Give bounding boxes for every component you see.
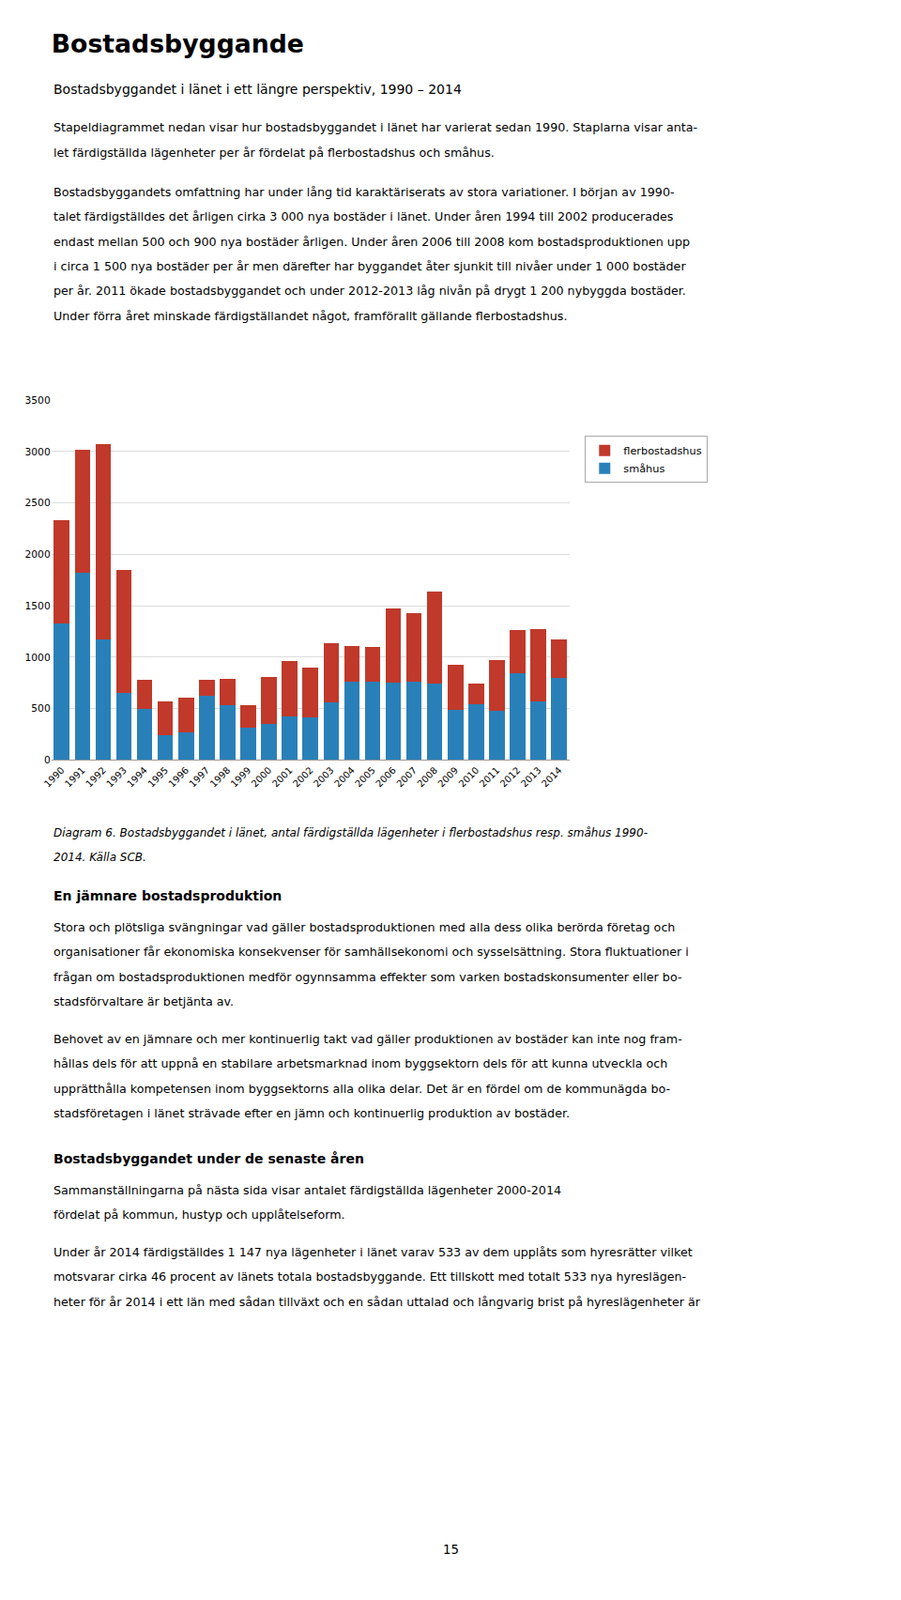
svg-text:talet färdigställdes det årlig: talet färdigställdes det årligen cirka 3… — [53, 209, 673, 224]
svg-text:1992: 1992 — [83, 764, 108, 790]
svg-text:Bostadsbyggande: Bostadsbyggande — [51, 29, 305, 59]
svg-text:2002: 2002 — [290, 764, 316, 790]
svg-text:500: 500 — [30, 702, 51, 715]
svg-text:1500: 1500 — [25, 599, 51, 612]
svg-text:2000: 2000 — [249, 764, 275, 790]
svg-text:Bostadsbyggandets omfattning h: Bostadsbyggandets omfattning har under l… — [53, 184, 675, 199]
svg-text:2001: 2001 — [270, 764, 295, 790]
svg-text:Under år 2014 färdigställdes 1: Under år 2014 färdigställdes 1 147 nya l… — [53, 1244, 693, 1259]
svg-text:Bostadsbyggandet under de sena: Bostadsbyggandet under de senaste åren — [53, 1150, 365, 1166]
svg-text:flerbostadshus: flerbostadshus — [623, 444, 702, 458]
svg-text:1996: 1996 — [166, 764, 191, 790]
svg-text:2003: 2003 — [311, 764, 336, 790]
svg-text:En jämnare bostadsproduktion: En jämnare bostadsproduktion — [53, 887, 282, 903]
svg-text:organisationer får ekonomiska: organisationer får ekonomiska konsekvens… — [53, 944, 689, 959]
svg-text:15: 15 — [442, 1542, 459, 1557]
svg-text:fördelat på kommun, hustyp och: fördelat på kommun, hustyp och upplåtels… — [53, 1206, 346, 1222]
svg-text:Diagram 6. Bostadsbyggandet i: Diagram 6. Bostadsbyggandet i länet, ant… — [53, 825, 648, 840]
svg-text:2004: 2004 — [332, 764, 357, 790]
svg-text:2008: 2008 — [414, 764, 440, 790]
svg-text:frågan om bostadsproduktionen: frågan om bostadsproduktionen medför ogy… — [53, 969, 682, 984]
svg-text:2011: 2011 — [477, 764, 503, 790]
svg-text:Sammanställningarna på nästa s: Sammanställningarna på nästa sida visar … — [53, 1182, 562, 1197]
svg-text:2013: 2013 — [519, 764, 544, 790]
svg-text:1998: 1998 — [208, 764, 233, 790]
svg-text:2500: 2500 — [25, 496, 51, 509]
svg-text:per år. 2011 ökade bostadsbygg: per år. 2011 ökade bostadsbyggandet och … — [53, 283, 687, 298]
svg-text:stadsföretagen i länet strävad: stadsföretagen i länet strävade efter en… — [53, 1105, 570, 1120]
svg-text:2014: 2014 — [539, 764, 565, 790]
svg-text:3500: 3500 — [25, 394, 51, 407]
svg-text:1000: 1000 — [25, 651, 51, 664]
svg-text:2006: 2006 — [373, 764, 398, 790]
svg-text:Stora och plötsliga svängninga: Stora och plötsliga svängningar vad gäll… — [53, 919, 675, 934]
svg-text:Under förra året minskade färd: Under förra året minskade färdigställand… — [53, 308, 567, 323]
svg-text:1999: 1999 — [229, 764, 254, 790]
svg-text:1990: 1990 — [42, 764, 67, 790]
svg-text:endast mellan 500 och 900 nya: endast mellan 500 och 900 nya bostäder å… — [53, 234, 690, 249]
svg-text:upprätthålla kompetensen inom: upprätthålla kompetensen inom byggsektor… — [53, 1081, 671, 1096]
svg-text:stadsförvaltare är betjänta av: stadsförvaltare är betjänta av. — [53, 993, 234, 1008]
svg-text:1993: 1993 — [104, 764, 129, 790]
svg-text:2010: 2010 — [457, 764, 482, 790]
svg-text:Bostadsbyggandet i länet i ett: Bostadsbyggandet i länet i ett längre pe… — [53, 81, 462, 97]
svg-text:Behovet av en jämnare och mer: Behovet av en jämnare och mer kontinuerl… — [53, 1031, 683, 1046]
svg-text:1994: 1994 — [124, 764, 150, 790]
svg-text:let färdigställda lägenheter p: let färdigställda lägenheter per år förd… — [53, 145, 495, 160]
svg-text:småhus: småhus — [623, 462, 665, 475]
svg-text:2014. Källa SCB.: 2014. Källa SCB. — [53, 850, 147, 864]
svg-text:heter för år 2014 i ett län me: heter för år 2014 i ett län med sådan ti… — [53, 1294, 702, 1309]
svg-text:hållas dels för att uppnå en s: hållas dels för att uppnå en stabilare a… — [53, 1055, 668, 1070]
svg-text:1995: 1995 — [145, 764, 170, 790]
svg-text:2007: 2007 — [394, 764, 419, 790]
svg-text:i circa 1 500 nya bostäder per: i circa 1 500 nya bostäder per år men dä… — [53, 259, 687, 274]
svg-text:motsvarar cirka 46 procent av: motsvarar cirka 46 procent av länets tot… — [53, 1268, 687, 1283]
svg-text:2005: 2005 — [352, 764, 378, 790]
svg-text:2000: 2000 — [25, 548, 51, 561]
svg-text:1991: 1991 — [62, 764, 88, 790]
svg-text:2009: 2009 — [435, 764, 460, 790]
svg-text:3000: 3000 — [25, 445, 51, 459]
svg-text:2012: 2012 — [498, 764, 523, 790]
svg-text:1997: 1997 — [186, 764, 212, 790]
svg-text:Stapeldiagrammet nedan visar h: Stapeldiagrammet nedan visar hur bostads… — [53, 120, 698, 135]
svg-text:0: 0 — [44, 753, 51, 766]
